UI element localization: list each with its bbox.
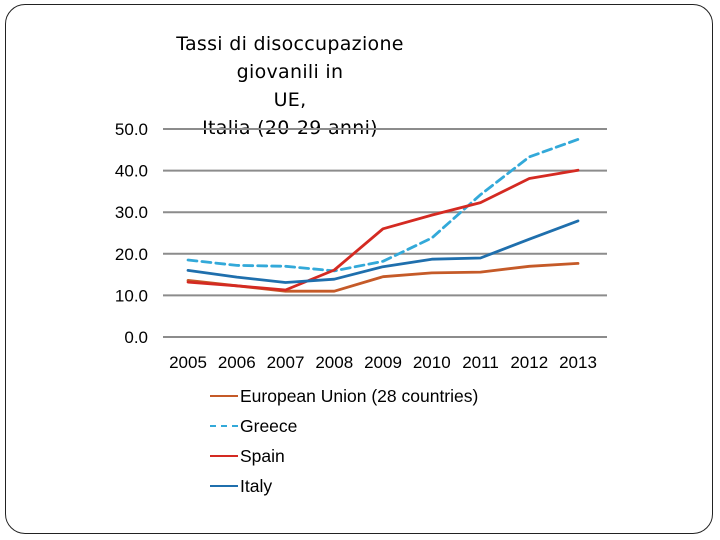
legend-swatch-italy bbox=[210, 485, 238, 487]
series-line bbox=[186, 168, 580, 292]
slide-frame bbox=[5, 4, 713, 534]
legend-swatch-greece bbox=[210, 425, 238, 427]
x-tick-label: 2009 bbox=[364, 353, 402, 372]
y-tick-label: 30.0 bbox=[115, 203, 148, 222]
x-tick-label: 2013 bbox=[559, 353, 597, 372]
legend-label-eu: European Union (28 countries) bbox=[240, 385, 479, 406]
x-tick-label: 2006 bbox=[218, 353, 256, 372]
y-tick-label: 50.0 bbox=[115, 120, 148, 139]
chart-title-line-2: UE, bbox=[273, 89, 307, 111]
legend-swatch-spain bbox=[210, 455, 238, 457]
legend-item-italy: Italy bbox=[210, 471, 478, 501]
series-line bbox=[186, 219, 580, 284]
legend-label-greece: Greece bbox=[240, 415, 298, 436]
x-tick-label: 2011 bbox=[462, 353, 499, 372]
x-tick-label: 2008 bbox=[315, 353, 353, 372]
legend-swatch-eu bbox=[210, 395, 238, 397]
legend-item-spain: Spain bbox=[210, 441, 478, 471]
legend-item-eu: European Union (28 countries) bbox=[210, 381, 478, 411]
y-tick-label: 10.0 bbox=[115, 286, 148, 305]
x-tick-label: 2005 bbox=[169, 353, 207, 372]
y-tick-label: 40.0 bbox=[115, 162, 148, 181]
legend-item-greece: Greece bbox=[210, 411, 478, 441]
chart-title-line-1: Tassi di disoccupazione giovanili in bbox=[176, 33, 404, 83]
y-tick-label: 20.0 bbox=[115, 245, 148, 264]
legend-label-italy: Italy bbox=[240, 475, 273, 496]
x-tick-label: 2012 bbox=[510, 353, 548, 372]
series-line bbox=[186, 137, 580, 273]
legend: European Union (28 countries) Greece Spa… bbox=[210, 381, 478, 501]
y-tick-label: 0.0 bbox=[124, 328, 148, 347]
x-tick-label: 2007 bbox=[267, 353, 305, 372]
legend-label-spain: Spain bbox=[240, 445, 285, 466]
x-tick-label: 2010 bbox=[413, 353, 451, 372]
